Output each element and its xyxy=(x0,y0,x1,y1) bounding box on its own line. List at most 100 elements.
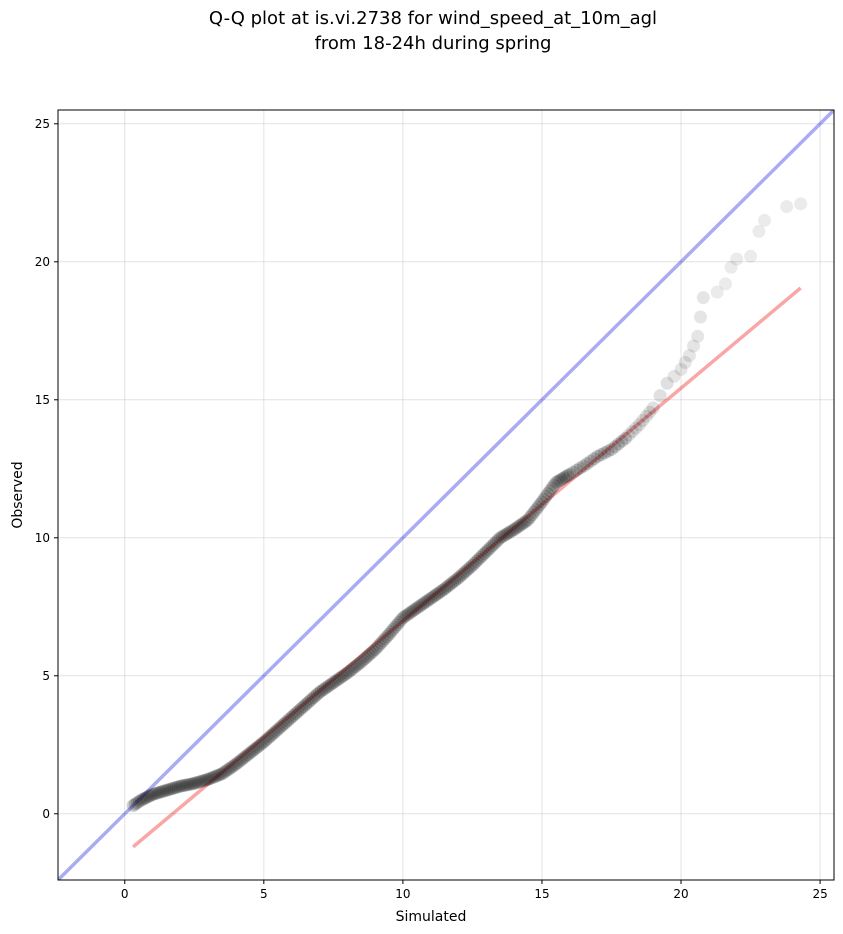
data-point-183 xyxy=(489,535,503,549)
data-point-46 xyxy=(217,765,231,779)
data-point-39 xyxy=(203,771,217,785)
data-point-81 xyxy=(287,708,301,722)
data-point-84 xyxy=(293,703,307,717)
data-point-220 xyxy=(563,467,577,481)
data-point-21 xyxy=(167,781,181,795)
data-point-78 xyxy=(281,714,295,728)
data-point-100 xyxy=(324,677,338,691)
data-point-34 xyxy=(193,775,207,789)
data-point-166 xyxy=(455,567,469,581)
data-point-202 xyxy=(527,505,541,519)
data-point-93 xyxy=(310,687,324,701)
data-point-246 xyxy=(660,376,674,390)
data-point-258 xyxy=(730,252,744,266)
data-point-131 xyxy=(386,623,400,637)
data-point-188 xyxy=(499,527,513,541)
data-point-0 xyxy=(126,798,140,812)
data-point-88 xyxy=(301,696,315,710)
data-point-244 xyxy=(646,401,660,415)
data-point-110 xyxy=(344,663,358,677)
data-point-180 xyxy=(483,541,497,555)
data-point-38 xyxy=(201,772,215,786)
data-point-159 xyxy=(442,579,456,593)
data-point-217 xyxy=(557,471,571,485)
data-point-47 xyxy=(219,764,233,778)
data-point-214 xyxy=(551,474,565,488)
data-point-158 xyxy=(440,580,454,594)
data-point-83 xyxy=(291,705,305,719)
y-axis-label: Observed xyxy=(10,461,26,528)
data-point-229 xyxy=(594,448,608,462)
data-point-200 xyxy=(523,510,537,524)
data-point-248 xyxy=(674,362,688,376)
data-point-31 xyxy=(187,776,201,790)
data-point-49 xyxy=(223,761,237,775)
data-point-145 xyxy=(414,598,428,612)
data-point-4 xyxy=(134,793,148,807)
data-point-25 xyxy=(175,779,189,793)
data-point-201 xyxy=(525,508,539,522)
data-point-19 xyxy=(163,782,177,796)
data-point-51 xyxy=(227,758,241,772)
data-point-90 xyxy=(305,692,318,706)
data-point-245 xyxy=(653,389,667,403)
data-point-118 xyxy=(360,650,374,664)
data-point-20 xyxy=(165,782,179,796)
data-point-176 xyxy=(475,549,489,563)
data-point-184 xyxy=(491,533,505,547)
data-point-105 xyxy=(334,670,348,684)
data-point-175 xyxy=(473,550,487,564)
data-point-242 xyxy=(639,409,653,423)
data-point-119 xyxy=(362,648,376,662)
data-point-106 xyxy=(336,669,350,683)
data-point-252 xyxy=(691,329,705,343)
data-point-228 xyxy=(591,449,605,463)
data-point-169 xyxy=(461,562,475,576)
x-tick-label-0: 0 xyxy=(121,887,129,901)
data-point-107 xyxy=(338,667,352,681)
data-point-149 xyxy=(422,593,436,607)
chart-title-line-2: from 18-24h during spring xyxy=(315,33,552,54)
data-point-41 xyxy=(207,770,221,784)
data-point-192 xyxy=(507,523,521,536)
data-point-8 xyxy=(142,789,156,803)
data-point-168 xyxy=(459,564,473,578)
data-point-146 xyxy=(416,597,430,611)
data-point-128 xyxy=(380,630,394,644)
data-point-67 xyxy=(259,733,273,747)
plot-frame xyxy=(57,109,835,881)
data-point-221 xyxy=(566,465,580,479)
data-point-28 xyxy=(181,778,195,792)
data-point-182 xyxy=(487,537,501,551)
data-point-121 xyxy=(366,644,380,658)
data-point-237 xyxy=(622,428,636,442)
data-point-133 xyxy=(390,618,404,632)
data-point-155 xyxy=(434,585,448,599)
data-point-173 xyxy=(469,554,483,568)
data-point-66 xyxy=(257,735,271,749)
data-point-44 xyxy=(213,768,227,782)
data-point-57 xyxy=(239,749,253,763)
data-point-40 xyxy=(205,771,219,785)
data-point-160 xyxy=(444,577,458,591)
data-point-254 xyxy=(696,291,710,305)
data-point-151 xyxy=(426,590,440,604)
data-point-212 xyxy=(547,478,561,492)
data-point-79 xyxy=(283,712,297,726)
data-point-231 xyxy=(601,444,615,458)
data-point-250 xyxy=(682,349,696,363)
data-point-64 xyxy=(253,738,267,752)
data-point-102 xyxy=(328,674,342,688)
data-point-189 xyxy=(501,526,515,540)
data-point-108 xyxy=(340,666,354,680)
data-point-216 xyxy=(555,472,569,486)
data-point-35 xyxy=(195,774,209,788)
data-point-139 xyxy=(402,607,416,621)
data-point-136 xyxy=(396,611,410,625)
data-point-147 xyxy=(418,596,432,610)
data-point-142 xyxy=(408,603,422,617)
data-point-241 xyxy=(636,413,650,427)
data-point-154 xyxy=(432,586,446,600)
data-point-23 xyxy=(171,780,185,794)
data-point-89 xyxy=(303,694,317,708)
